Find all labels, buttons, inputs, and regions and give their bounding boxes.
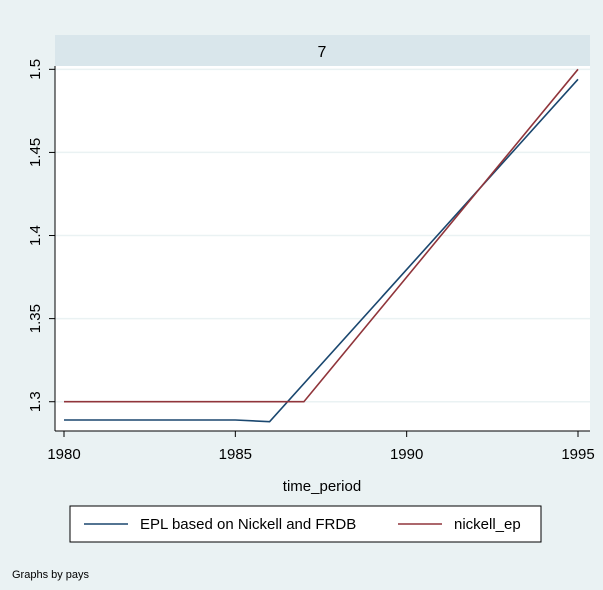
panel-title: 7 xyxy=(318,44,327,61)
y-tick-label: 1.4 xyxy=(27,225,44,246)
x-tick-label: 1990 xyxy=(390,446,423,463)
graphs-by-note: Graphs by pays xyxy=(12,569,90,581)
legend-box xyxy=(69,505,542,543)
y-tick-label: 1.35 xyxy=(27,304,44,333)
x-tick-label: 1995 xyxy=(561,446,594,463)
legend-label-1: EPL based on Nickell and FRDB xyxy=(140,516,356,533)
tick-labels: 1.3 1.35 1.4 1.45 1.5 1980 1985 1990 1995 xyxy=(27,59,595,463)
plot-area xyxy=(55,66,590,431)
x-tick-label: 1985 xyxy=(219,446,252,463)
x-axis-title: time_period xyxy=(283,478,361,495)
panel-strip xyxy=(55,35,590,66)
x-tick-label: 1980 xyxy=(47,446,80,463)
y-tick-label: 1.5 xyxy=(27,59,44,80)
y-tick-label: 1.3 xyxy=(27,391,44,412)
axes xyxy=(54,66,590,432)
series-line-1 xyxy=(64,78,579,423)
legend: EPL based on Nickell and FRDB nickell_ep xyxy=(84,516,521,533)
y-tick-label: 1.45 xyxy=(27,138,44,167)
series-line-2 xyxy=(64,68,579,403)
series-lines xyxy=(64,68,579,423)
legend-label-2: nickell_ep xyxy=(454,516,521,533)
